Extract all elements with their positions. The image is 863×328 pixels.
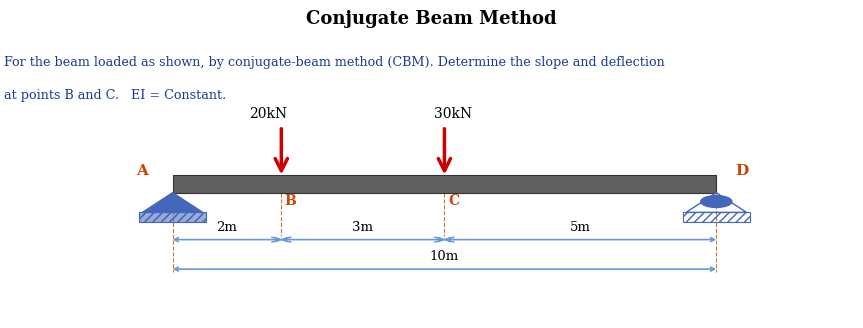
Bar [173,175,716,193]
Text: 30kN: 30kN [434,107,472,120]
Bar [683,213,749,222]
Polygon shape [142,193,203,213]
Text: 20kN: 20kN [249,107,287,120]
Text: at points B and C.   EI = Constant.: at points B and C. EI = Constant. [4,89,227,102]
Text: B: B [285,194,297,208]
Circle shape [701,195,732,208]
Bar [139,213,205,222]
Text: For the beam loaded as shown, by conjugate-beam method (CBM). Determine the slop: For the beam loaded as shown, by conjuga… [4,56,665,69]
Text: D: D [735,164,748,178]
Text: 2m: 2m [217,221,237,234]
Text: A: A [136,164,148,178]
Bar [139,213,205,222]
Text: 3m: 3m [352,221,374,234]
Text: C: C [448,194,459,208]
Text: 5m: 5m [570,221,591,234]
Text: 10m: 10m [430,250,459,263]
Text: Conjugate Beam Method: Conjugate Beam Method [306,10,557,28]
